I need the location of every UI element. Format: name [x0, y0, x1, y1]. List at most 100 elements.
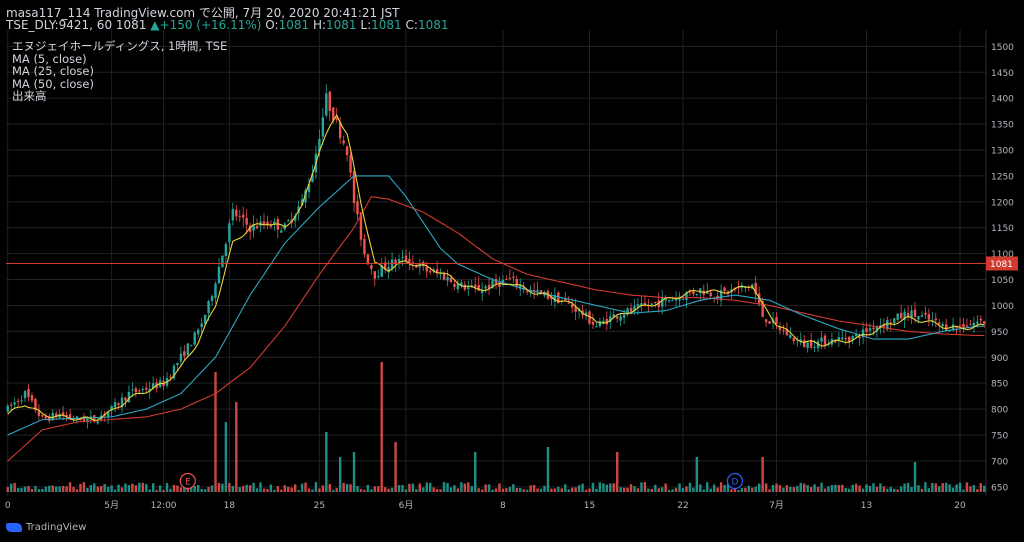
candle-body: [217, 266, 221, 284]
candle-body: [972, 322, 976, 326]
candle-body: [269, 225, 273, 227]
volume-bar: [283, 485, 286, 492]
volume-bar: [771, 484, 775, 492]
volume-bar: [342, 482, 345, 492]
candle-body: [539, 290, 543, 293]
candle-body: [428, 271, 432, 273]
candle-body: [525, 290, 529, 292]
candle-body: [380, 265, 383, 277]
volume-bar: [196, 484, 200, 492]
volume-bar: [179, 487, 183, 492]
volume-bar: [311, 489, 314, 492]
volume-bar: [411, 483, 415, 492]
volume-bar: [120, 487, 124, 492]
candle-body: [442, 272, 446, 280]
volume-bar: [484, 484, 487, 492]
volume-bar: [581, 483, 584, 492]
volume-bar: [328, 483, 331, 492]
volume-bar: [415, 489, 418, 492]
volume-bar: [363, 489, 366, 492]
legend-ma5[interactable]: MA (5, close): [12, 51, 87, 66]
candle-body: [387, 267, 390, 273]
volume-bar: [20, 487, 23, 492]
high-label: H:: [312, 18, 327, 32]
volume-bar: [193, 486, 196, 492]
volume-bar: [477, 488, 480, 492]
candle-body: [134, 388, 138, 393]
candle-body: [245, 217, 248, 225]
candle-body: [837, 337, 841, 341]
legend-volume[interactable]: 出来高: [12, 89, 47, 103]
candle-body: [20, 400, 23, 402]
volume-bar: [404, 489, 408, 492]
candle-body: [924, 312, 927, 315]
candle-body: [34, 398, 37, 411]
candle-body: [778, 326, 782, 331]
candle-body: [886, 319, 889, 330]
volume-bar: [380, 362, 383, 492]
candle-body: [477, 284, 480, 291]
volume-bar: [522, 489, 525, 492]
volume-bar: [809, 486, 813, 492]
candle-body: [463, 284, 467, 290]
candle-body: [609, 316, 612, 323]
volume-bar: [221, 483, 224, 492]
y-tick-label: 700: [991, 457, 1008, 467]
last-price: 1081: [115, 18, 147, 32]
y-tick-label: 650: [991, 483, 1008, 493]
volume-bar: [491, 489, 494, 492]
candle-body: [976, 321, 979, 324]
volume-bar: [536, 488, 539, 492]
candle-body: [480, 289, 484, 294]
volume-bar: [612, 483, 615, 492]
y-tick-label: 1250: [991, 172, 1014, 182]
volume-bar: [300, 483, 304, 492]
candle-body: [654, 301, 657, 303]
volume-bar: [172, 484, 176, 492]
legend-ma50[interactable]: MA (50, close): [12, 76, 94, 91]
candle-body: [221, 255, 224, 268]
volume-bar: [882, 486, 886, 492]
candle-body: [754, 282, 757, 295]
x-tick-label: 12:00: [151, 501, 177, 511]
volume-bar: [622, 487, 626, 492]
candle-body: [224, 243, 228, 257]
open-value: 1081: [278, 18, 310, 32]
candle-body: [969, 324, 972, 326]
candle-body: [328, 91, 331, 111]
volume-bar: [775, 483, 778, 492]
volume-bar: [304, 482, 307, 492]
candle-body: [622, 315, 626, 318]
candle-body: [920, 315, 924, 317]
volume-bar: [210, 485, 214, 492]
candle-body: [363, 238, 366, 255]
volume-bar: [200, 488, 203, 492]
volume-bar: [34, 486, 37, 492]
candle-body: [110, 405, 113, 411]
volume-bar: [570, 487, 574, 492]
watermark-text: TradingView: [26, 522, 87, 533]
volume-bar: [951, 487, 955, 492]
candle-body: [692, 291, 695, 295]
candle-body: [349, 155, 352, 173]
candle-body: [962, 323, 965, 329]
candle-body: [723, 287, 726, 292]
volume-bar: [224, 422, 228, 492]
volume-bar: [432, 487, 435, 492]
event-marker-e: [179, 472, 196, 490]
volume-bar: [702, 489, 705, 492]
volume-bar: [903, 483, 906, 492]
volume-bar: [512, 484, 515, 492]
volume-bar: [944, 482, 948, 492]
legend-ma25[interactable]: MA (25, close): [12, 64, 94, 78]
candle-body: [944, 324, 948, 331]
volume-bar: [262, 488, 266, 492]
candle-body: [359, 212, 363, 240]
candle-body: [813, 346, 816, 348]
candle-body: [235, 209, 238, 217]
tradingview-watermark[interactable]: TradingView: [6, 522, 86, 533]
volume-bar: [574, 487, 577, 492]
volume-bar: [75, 489, 79, 492]
